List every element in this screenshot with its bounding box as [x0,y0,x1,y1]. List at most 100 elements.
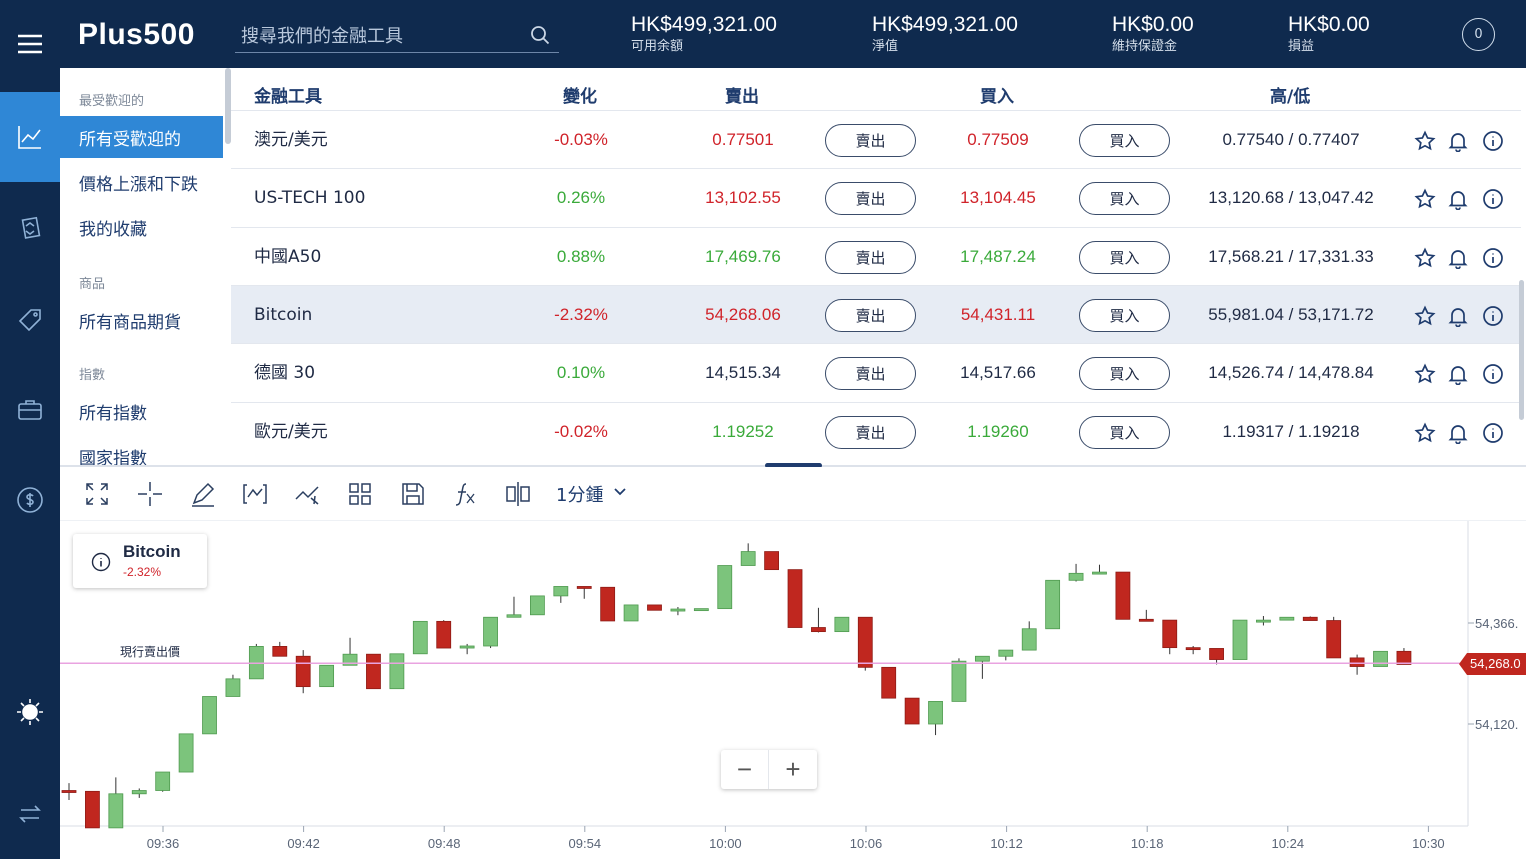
bell-icon[interactable] [1447,247,1469,269]
layout-grid-icon[interactable] [345,479,375,509]
header-buy[interactable]: 買入 [980,87,1014,107]
star-icon[interactable] [1414,247,1436,269]
instrument-name[interactable]: 澳元/美元 [254,130,328,150]
function-icon[interactable] [450,479,480,509]
table-row[interactable]: US-TECH 100 0.26% 13,102.55 賣出 13,104.45 買入 13… [231,168,1521,226]
category-scrollbar[interactable] [225,68,231,144]
fullscreen-icon[interactable] [82,479,112,509]
candlestick-chart[interactable]: 54,366. 54,120. 09:36 09:42 09:48 09:54 10:00 1… [60,521,1526,859]
stat-value: HK$499,321.00 [631,13,777,36]
star-icon[interactable] [1414,305,1436,327]
swap-doc-icon [21,216,41,239]
chart-toolbar: 1分鍾 [60,467,1526,521]
header-hilo[interactable]: 高/低 [1270,87,1311,107]
draw-icon[interactable] [188,479,218,509]
sell-button[interactable]: 賣出 [825,182,916,216]
category-risers-fallers[interactable]: 價格上漲和下跌 [79,174,198,195]
panel-resize-handle[interactable] [765,463,822,468]
buy-button[interactable]: 買入 [1079,298,1170,332]
notifications-badge[interactable]: 0 [1462,18,1495,51]
table-scrollbar[interactable] [1519,280,1524,420]
save-icon[interactable] [398,479,428,509]
instruments-table: 金融工具 變化 賣出 買入 高/低 澳元/美元 -0.03% 0.77501 賣出 0.… [231,68,1521,465]
buy-button[interactable]: 買入 [1079,182,1170,216]
candle-body [553,586,569,597]
table-row[interactable]: 德國 30 0.10% 14,515.34 賣出 14,517.66 買入 14,526.7… [231,343,1521,401]
info-icon[interactable] [1482,305,1504,327]
menu-icon[interactable] [0,14,60,74]
instrument-name[interactable]: 德國 30 [254,363,316,384]
category-favourites[interactable]: 我的收藏 [79,219,147,240]
search-input[interactable] [241,22,521,50]
info-icon[interactable] [1482,188,1504,210]
zoom-out-button[interactable]: − [721,750,769,789]
rail-funds-button[interactable] [0,470,60,530]
instrument-name[interactable]: 中國A50 [254,246,322,267]
high-low-value: 0.77540 / 0.77407 [1222,130,1360,149]
candle-body [131,790,147,795]
table-row[interactable]: 中國A50 0.88% 17,469.76 賣出 17,487.24 買入 17,568.2… [231,226,1521,285]
info-icon[interactable] [1482,130,1504,152]
sell-button[interactable]: 賣出 [825,124,916,157]
timeframe-selector[interactable]: 1分鍾 [556,485,604,506]
buy-button[interactable]: 買入 [1079,415,1170,449]
instrument-name[interactable]: Bitcoin [254,304,313,325]
indicator-bracket-icon[interactable] [240,479,270,509]
price-chart[interactable]: 54,366. 54,120. 09:36 09:42 09:48 09:54 10:00 1… [60,521,1526,859]
star-icon[interactable] [1414,422,1436,444]
info-icon[interactable] [1482,247,1504,269]
y-tick-label: 54,120. [1475,717,1518,732]
theme-toggle[interactable] [0,682,60,742]
buy-button[interactable]: 買入 [1079,124,1170,157]
zoom-in-button[interactable]: + [785,754,801,784]
rail-orders-button[interactable] [0,290,60,350]
table-row[interactable]: 澳元/美元 -0.03% 0.77501 賣出 0.77509 買入 0.77540 / 0… [231,110,1521,168]
chart-legend: Bitcoin -2.32% [73,534,207,588]
star-icon[interactable] [1414,363,1436,385]
sell-button[interactable]: 賣出 [825,415,916,449]
sell-button[interactable]: 賣出 [825,357,916,391]
info-icon[interactable] [1482,363,1504,385]
plus500-logo[interactable]: Plus500 [78,18,195,51]
chevron-down-icon[interactable] [613,485,627,499]
category-all-popular[interactable]: 所有受歡迎的 [60,116,223,158]
search-box[interactable] [235,20,559,53]
rail-portfolio-button[interactable] [0,380,60,440]
instrument-name[interactable]: US-TECH 100 [254,188,366,209]
category-country-indices[interactable]: 國家指數 [79,448,147,466]
x-tick-label: 09:42 [287,836,320,851]
instrument-name[interactable]: 歐元/美元 [254,421,328,442]
buy-button[interactable]: 買入 [1079,240,1170,274]
dollar-icon [17,487,43,513]
header-instrument[interactable]: 金融工具 [254,87,322,107]
bell-icon[interactable] [1447,130,1469,153]
star-icon[interactable] [1414,130,1436,152]
bell-icon[interactable] [1447,305,1469,328]
buy-button[interactable]: 買入 [1079,357,1170,391]
compare-icon[interactable] [503,479,533,509]
candle-body [1115,571,1131,620]
sell-button[interactable]: 賣出 [825,240,916,274]
category-all-commodities[interactable]: 所有商品期貨 [79,312,181,333]
header-change[interactable]: 變化 [563,87,597,107]
rail-switch-button[interactable] [0,784,60,844]
x-tick-label: 09:36 [147,836,180,851]
table-row[interactable]: 歐元/美元 -0.02% 1.19252 賣出 1.19260 買入 1.19317 / 1… [231,401,1521,460]
category-all-indices[interactable]: 所有指數 [79,403,147,424]
bell-icon[interactable] [1447,188,1469,211]
star-icon[interactable] [1414,188,1436,210]
info-icon[interactable] [1482,422,1504,444]
crosshair-icon[interactable] [135,479,165,509]
rail-positions-button[interactable] [0,198,60,258]
search-icon[interactable] [529,24,551,46]
info-icon[interactable] [91,552,111,572]
bell-icon[interactable] [1447,422,1469,444]
trend-icon[interactable] [293,479,323,509]
change-value: -0.02% [554,421,608,441]
table-row[interactable]: Bitcoin -2.32% 54,268.06 賣出 54,431.11 買入 55,98… [231,284,1521,343]
bell-icon[interactable] [1447,363,1469,386]
stat-label: 可用余額 [631,39,684,54]
rail-markets-button[interactable] [0,92,60,182]
sell-button[interactable]: 賣出 [825,298,916,332]
header-sell[interactable]: 賣出 [725,87,759,107]
